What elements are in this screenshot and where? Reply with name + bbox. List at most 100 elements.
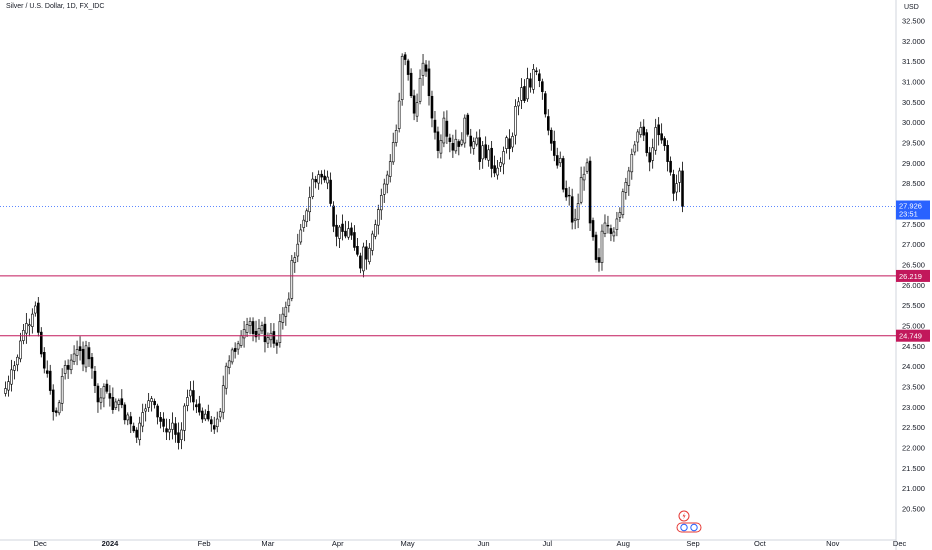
candle-body [156, 405, 159, 418]
candle-body [159, 417, 162, 422]
y-tick-label: 25.500 [902, 301, 925, 310]
candle-body [335, 224, 338, 237]
candle-body [350, 227, 353, 236]
candle-body [338, 226, 341, 239]
candle-body [239, 335, 243, 346]
candle-body [186, 397, 189, 406]
candle-body [108, 393, 112, 399]
candle-body [263, 323, 267, 343]
candle-body [535, 70, 538, 73]
price-level-badge [896, 269, 930, 282]
candle-body [678, 170, 681, 183]
candle-body [278, 321, 282, 343]
y-tick-label: 22.500 [902, 423, 925, 432]
y-tick-label: 27.500 [902, 220, 925, 229]
y-tick-label: 30.500 [902, 98, 925, 107]
candle-body [212, 425, 216, 430]
candle-body [10, 369, 13, 385]
candle-body [651, 147, 654, 161]
candle-body [323, 175, 326, 181]
candle-body [39, 331, 43, 355]
candle-body [138, 422, 141, 441]
candle-body [75, 349, 79, 356]
x-tick-label: Jun [477, 539, 489, 548]
candle-body [594, 234, 598, 260]
candle-body [567, 194, 571, 197]
candle-body [162, 418, 165, 427]
candle-body [508, 138, 511, 149]
candle-body [400, 55, 404, 100]
candle-body [99, 397, 103, 403]
candle-body [561, 158, 565, 190]
candle-body [412, 95, 416, 114]
y-tick-label: 29.500 [902, 139, 925, 148]
candle-body [117, 400, 121, 405]
candle-body [147, 400, 150, 408]
last-price-badge [896, 200, 930, 220]
candle-body [493, 165, 496, 174]
candle-body [189, 389, 192, 397]
candle-body [168, 428, 171, 433]
candle-body [257, 328, 261, 335]
candle-body [242, 329, 246, 339]
candle-body [87, 347, 91, 360]
candle-body [126, 414, 130, 421]
candle-body [469, 135, 473, 147]
candle-body [532, 69, 535, 90]
candle-body [81, 348, 85, 365]
candle-body [421, 62, 425, 76]
candle-body [102, 386, 106, 399]
candle-body [681, 170, 684, 207]
x-tick-label: Dec [893, 539, 907, 548]
candle-body [248, 321, 252, 326]
candle-body [28, 324, 31, 327]
candle-body [347, 228, 350, 238]
candle-body [150, 398, 153, 402]
candle-body [397, 100, 401, 129]
candle-body [627, 170, 631, 186]
x-tick-label: Oct [754, 539, 767, 548]
candle-body [19, 340, 22, 360]
candle-body [296, 243, 300, 257]
x-tick-label: Aug [617, 539, 630, 548]
y-tick-label: 23.000 [902, 403, 925, 412]
candle-body [365, 246, 368, 260]
y-tick-label: 26.500 [902, 261, 925, 270]
candle-body [224, 365, 228, 389]
candle-body [433, 119, 437, 133]
candle-body [215, 418, 219, 428]
candle-body [547, 116, 550, 131]
candle-body [93, 370, 97, 386]
candle-body [180, 429, 183, 440]
candle-body [451, 142, 455, 151]
candle-body [445, 120, 449, 137]
candle-body [466, 114, 470, 135]
candle-body [427, 68, 431, 97]
candle-body [174, 423, 177, 435]
candle-body [177, 432, 180, 443]
candle-body [645, 132, 649, 153]
candle-body [514, 106, 517, 136]
currency-label: USD [904, 4, 919, 11]
countdown-label: 23:51 [899, 210, 918, 219]
event-flag-icon [680, 523, 688, 532]
y-tick-label: 21.000 [902, 484, 925, 493]
candle-body [591, 220, 595, 238]
candle-body [42, 352, 46, 369]
candle-body [245, 324, 249, 333]
candle-body [353, 232, 356, 248]
candle-body [132, 425, 136, 432]
candle-body [320, 173, 323, 178]
candle-body [218, 411, 222, 418]
candle-body [254, 330, 258, 338]
candle-body [415, 102, 419, 117]
candle-body [111, 397, 115, 410]
candle-body [51, 389, 55, 413]
candle-body [105, 383, 109, 392]
candle-body [409, 72, 413, 97]
x-tick-label: Apr [332, 539, 344, 548]
candle-body [570, 196, 574, 223]
candle-body [630, 153, 634, 173]
candle-body [4, 388, 7, 394]
